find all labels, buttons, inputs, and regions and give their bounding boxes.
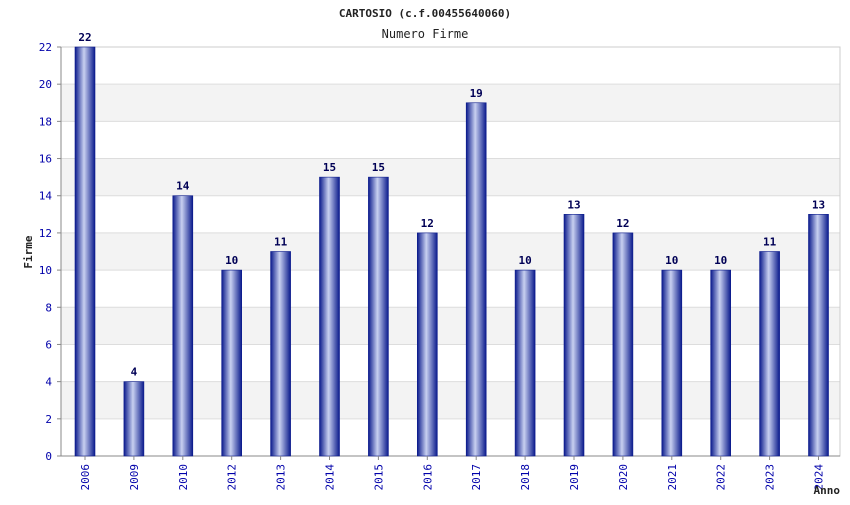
y-tick-label: 6 [45,338,52,351]
bar [661,269,683,457]
bar [612,232,634,457]
x-tick-label: 2014 [324,464,337,491]
x-tick-label: 2018 [519,464,532,491]
x-tick-label: 2022 [715,464,728,491]
x-tick-label: 2020 [617,464,630,491]
data-label: 11 [274,236,288,249]
y-axis-ticks: 0 2 4 6 8 10 12 14 16 18 20 22 [39,41,61,463]
x-tick-label: 2016 [421,464,434,491]
bar [221,269,242,457]
bar [808,214,829,457]
data-label: 15 [323,161,336,174]
bar [759,251,780,457]
x-tick-label: 2012 [226,464,239,491]
data-labels: 22 4 14 10 11 15 15 12 19 10 13 12 10 10 11 13 [78,31,825,379]
chart-title: CARTOSIO (c.f.00455640060) [339,7,511,20]
x-tick-label: 2021 [666,464,679,491]
data-label: 4 [131,366,138,379]
y-axis-label: Firme [22,235,35,268]
x-tick-label: 2010 [177,464,190,491]
x-tick-label: 2017 [470,464,483,491]
data-label: 14 [176,180,190,193]
data-label: 19 [470,87,483,100]
y-tick-label: 8 [45,301,52,314]
data-label: 10 [518,254,531,267]
chart-subtitle: Numero Firme [382,27,469,41]
x-tick-label: 2009 [128,464,141,491]
y-tick-label: 0 [45,450,52,463]
x-tick-label: 2023 [764,464,777,491]
bar [368,176,389,457]
data-label: 10 [714,254,727,267]
plot-band [61,158,840,196]
data-label: 13 [812,198,825,211]
y-tick-label: 14 [39,190,53,203]
data-label: 10 [665,254,678,267]
bar [710,269,732,457]
x-tick-label: 2006 [79,464,92,491]
x-tick-label: 2015 [372,464,385,491]
bar-series [74,46,829,457]
bar [563,214,585,457]
x-tick-label: 2013 [275,464,288,491]
bar [123,381,145,457]
y-tick-label: 20 [39,78,52,91]
bar [416,232,438,457]
y-tick-label: 22 [39,41,52,54]
plot-band [61,84,840,122]
bar [319,176,340,457]
data-label: 11 [763,236,777,249]
bar [270,251,291,457]
y-tick-label: 2 [45,413,52,426]
y-tick-label: 16 [39,153,52,166]
x-tick-label: 2019 [568,464,581,491]
x-axis-label: Anno [814,484,841,497]
y-tick-label: 12 [39,227,52,240]
plot-background-bands [61,84,840,419]
data-label: 15 [372,161,385,174]
bar [465,102,487,457]
data-label: 12 [616,217,629,230]
bar [172,195,194,457]
data-label: 10 [225,254,238,267]
data-label: 12 [421,217,434,230]
y-tick-label: 18 [39,115,52,128]
x-axis-ticks: 2006 2009 2010 2012 2013 2014 2015 2016 2017 2018… [79,456,826,491]
data-label: 13 [567,198,580,211]
y-tick-label: 4 [45,376,52,389]
bar [514,269,536,457]
x-tick-label: 2024 [813,464,826,491]
bar [74,46,96,457]
y-tick-label: 10 [39,264,52,277]
data-label: 22 [78,31,91,44]
